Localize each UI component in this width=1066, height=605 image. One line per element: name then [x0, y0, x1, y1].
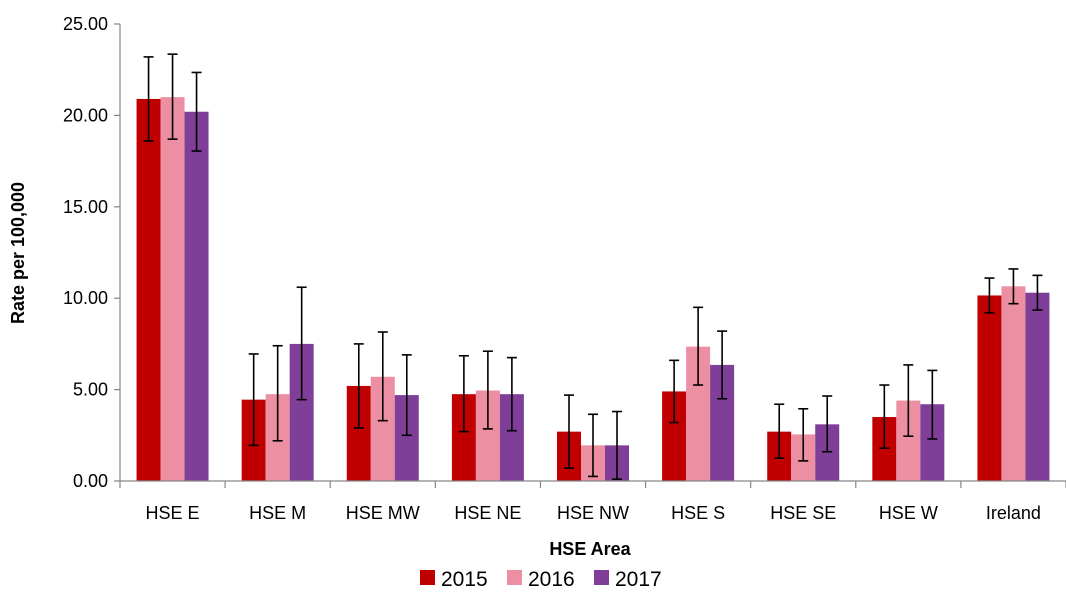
- y-tick-label: 5.00: [73, 380, 108, 400]
- y-axis-title: Rate per 100,000: [8, 182, 28, 324]
- bar-2016-hse-e: [160, 97, 185, 482]
- bar-2015-hse-e: [136, 98, 161, 481]
- legend: 2015 2016 2017: [420, 568, 662, 591]
- x-tick-label: HSE NW: [557, 503, 629, 523]
- x-tick-label: HSE SE: [770, 503, 836, 523]
- x-axis-title: HSE Area: [549, 539, 631, 559]
- y-tick-label: 10.00: [63, 288, 108, 308]
- legend-swatch-2016: [507, 570, 522, 585]
- legend-label-2016: 2016: [528, 568, 575, 591]
- y-tick-label: 20.00: [63, 105, 108, 125]
- x-axis-ticks: HSE E HSE M HSE MW HSE NE HSE NW HSE S HSE SE H…: [119, 481, 1066, 523]
- y-tick-label: 25.00: [63, 14, 108, 34]
- x-tick-label: Ireland: [986, 503, 1041, 523]
- legend-swatch-2017: [594, 570, 609, 585]
- legend-swatch-2015: [420, 570, 435, 585]
- bar-2017-ireland: [1025, 292, 1050, 481]
- bar-2017-hse-e: [184, 111, 209, 481]
- legend-label-2015: 2015: [441, 568, 488, 591]
- bar-2016-ireland: [1001, 286, 1026, 481]
- x-tick-label: HSE E: [146, 503, 200, 523]
- x-tick-label: HSE MW: [346, 503, 420, 523]
- x-tick-label: HSE S: [671, 503, 725, 523]
- x-tick-label: HSE NE: [454, 503, 521, 523]
- y-tick-label: 15.00: [63, 197, 108, 217]
- y-axis-ticks: 0.00 5.00 10.00 15.00 20.00 25.00: [63, 14, 120, 491]
- x-tick-label: HSE M: [249, 503, 306, 523]
- plot-area: [136, 53, 1050, 482]
- y-tick-label: 0.00: [73, 471, 108, 491]
- x-tick-label: HSE W: [879, 503, 938, 523]
- bar-2015-ireland: [977, 295, 1002, 481]
- legend-label-2017: 2017: [615, 568, 662, 591]
